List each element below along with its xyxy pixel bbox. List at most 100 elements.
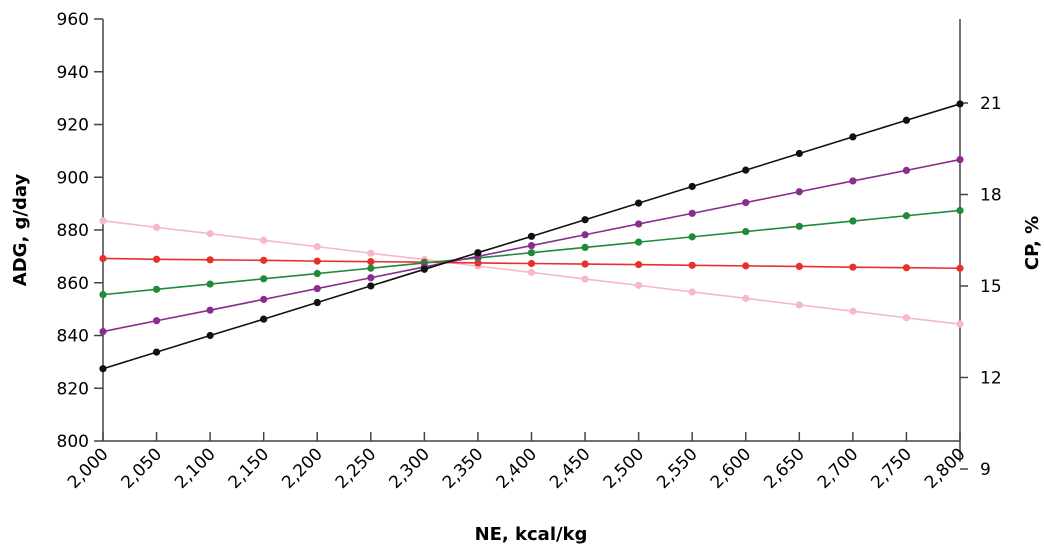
x-tick-label: 2,200 [278,444,327,493]
data-point [527,268,536,277]
data-point [688,182,696,191]
data-point [795,262,803,270]
data-point [849,263,857,271]
data-point [849,307,857,315]
data-point [152,223,161,231]
y2-tick-label: 15 [980,277,1002,297]
data-point [206,280,214,288]
data-point [527,241,536,250]
data-point [902,116,911,124]
data-point [795,188,803,196]
y-tick-label: 860 [57,274,89,294]
data-point [420,265,428,273]
x-tick-label: 2,650 [760,444,809,493]
data-point [260,236,268,244]
data-point [152,317,161,325]
right-y-axis-ticks: 9 12 15 18 21 [960,94,1002,480]
x-axis-title: NE, kcal/kg [475,524,588,545]
data-point [206,256,214,264]
data-point [795,149,803,158]
data-point [367,258,375,266]
data-point [99,217,107,225]
x-tick-label: 2,050 [118,444,167,493]
data-point [260,275,268,283]
data-point [527,249,536,257]
data-point [742,262,750,270]
y-tick-label: 960 [57,10,89,30]
data-point [527,232,536,240]
y-tick-label: 820 [57,379,89,399]
data-point [152,348,161,356]
data-point [367,264,375,272]
left-y-axis-title: ADG, g/day [10,174,31,287]
data-point [260,295,268,303]
x-tick-label: 2,100 [171,444,220,493]
series-group [99,100,964,373]
y-tick-label: 880 [57,221,89,241]
data-point [635,220,643,228]
data-point [367,249,375,257]
data-point [260,256,268,264]
x-tick-label: 2,150 [225,444,274,493]
left-y-axis-ticks: 800 820 840 860 880 900 920 940 960 [57,10,103,452]
data-point [688,288,696,296]
data-point [99,254,107,263]
x-tick-label: 2,300 [385,444,434,493]
data-point [635,281,643,289]
right-y-axis-title: CP, % [1022,216,1043,270]
data-point [206,331,214,340]
x-tick-label: 2,750 [867,444,916,493]
x-tick-label: 2,550 [653,444,702,493]
data-point [956,320,964,328]
data-point [849,217,857,225]
series-3 [99,206,964,299]
y-tick-label: 940 [57,63,89,83]
data-point [635,238,643,246]
x-tick-label: 2,350 [439,444,488,493]
series-2 [99,254,964,272]
series-1 [99,217,964,328]
data-point [902,314,911,322]
data-point [902,264,911,272]
data-point [313,269,321,278]
data-point [742,227,750,236]
data-point [849,177,857,185]
x-tick-label: 2,500 [600,444,649,493]
data-point [206,306,214,314]
data-point [688,209,696,217]
data-point [688,261,696,269]
data-point [313,243,321,251]
data-point [367,274,375,282]
data-point [742,294,750,302]
data-point [99,327,107,336]
data-point [152,255,161,263]
data-point [581,260,589,268]
y2-tick-label: 9 [980,460,991,480]
data-point [313,298,321,307]
data-point [474,249,482,257]
axes-group [102,19,961,462]
series-5 [99,100,964,373]
data-point [260,315,268,323]
data-point [152,285,161,293]
y2-tick-label: 18 [980,186,1002,206]
data-point [581,231,589,239]
data-point [313,257,321,265]
y2-tick-label: 12 [980,369,1002,389]
data-point [742,198,750,207]
data-point [795,301,803,309]
y-tick-label: 840 [57,327,89,347]
data-point [902,166,911,174]
data-point [795,222,803,230]
data-point [367,282,375,290]
x-tick-label: 2,400 [492,444,541,493]
y-tick-label: 800 [57,432,89,452]
data-point [474,259,482,267]
data-point [956,264,964,272]
x-tick-label: 2,700 [814,444,863,493]
x-tick-label: 2,250 [332,444,381,493]
data-point [313,284,321,293]
data-point [581,243,589,252]
